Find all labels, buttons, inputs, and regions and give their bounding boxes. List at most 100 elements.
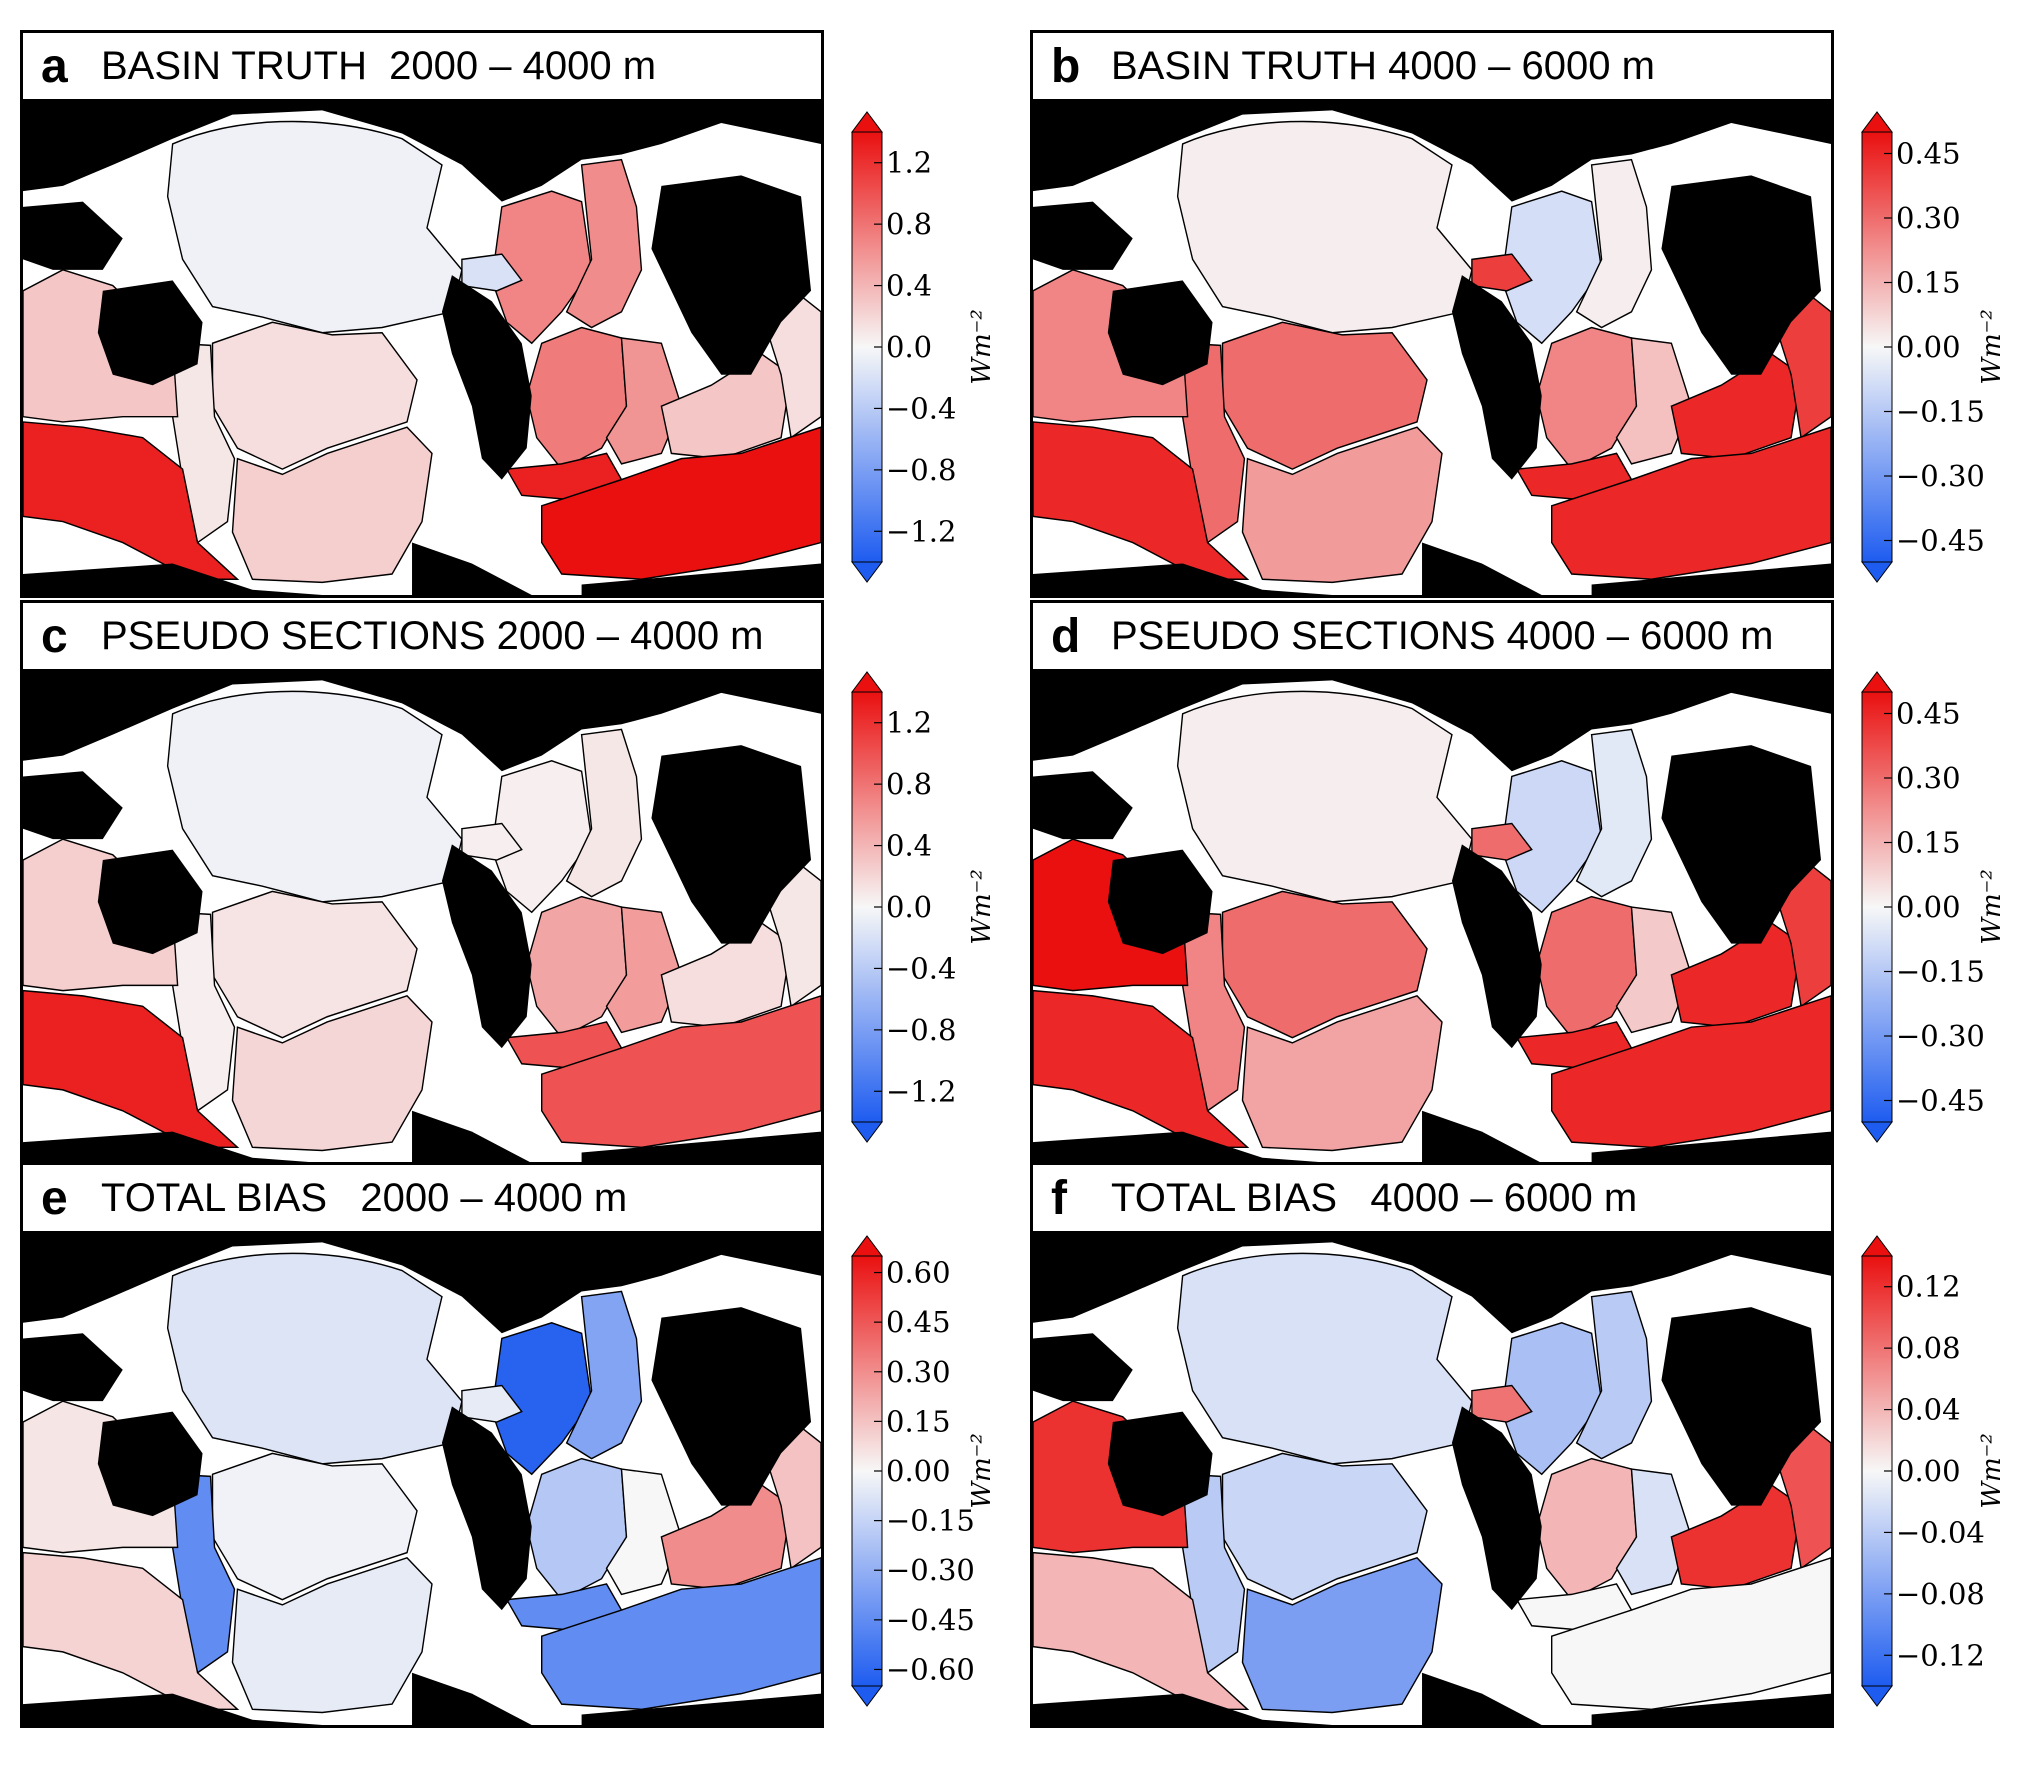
basin-aus-w	[1033, 269, 1189, 423]
colorbar-tick-label: −0.30	[1896, 459, 1985, 493]
land-mass	[1422, 1110, 1542, 1163]
basin-s-indian	[541, 995, 821, 1149]
basin-s-indian	[541, 426, 821, 581]
land-mass	[23, 771, 123, 840]
panel-c: c PSEUDO SECTIONS 2000 – 4000 m	[20, 600, 824, 1166]
land-mass	[1107, 849, 1213, 955]
basin-s-indian	[1551, 1557, 1831, 1711]
colorbar-tick-label: −0.45	[886, 1603, 975, 1637]
ocean-map	[1030, 672, 1834, 1166]
land-mass	[97, 280, 203, 386]
basin-s-atlantic-e	[605, 337, 683, 465]
colorbar-extend-max	[1861, 671, 1893, 693]
colorbar-extend-min	[851, 1685, 883, 1707]
panel-title-text: PSEUDO SECTIONS 4000 – 6000 m	[1111, 613, 1774, 658]
land-mass	[441, 1406, 532, 1611]
panel-title-text: BASIN TRUTH 4000 – 6000 m	[1111, 43, 1655, 88]
colorbar-extend-max	[851, 671, 883, 693]
panel-title-text: TOTAL BIAS 4000 – 6000 m	[1111, 1175, 1638, 1220]
ocean-map	[20, 672, 824, 1166]
colorbar-tick-label: −0.15	[1896, 955, 1985, 989]
basin-n-atlantic	[1501, 190, 1603, 345]
ocean-map	[1030, 1234, 1834, 1728]
land-mass	[1033, 1693, 1333, 1725]
land-mass	[441, 275, 532, 480]
colorbar-tick-label: −0.4	[886, 391, 956, 425]
basin-s-atlantic-e	[605, 906, 683, 1034]
basin-aus-w	[1033, 1400, 1189, 1554]
land-mass	[412, 1110, 532, 1163]
basin-caribbean	[1471, 1384, 1533, 1423]
land-mass	[1591, 1693, 1831, 1725]
colorbar-tick-label: 0.12	[1896, 1270, 1961, 1304]
basin-s-atlantic-e	[605, 1468, 683, 1596]
basin-aus-s	[23, 989, 240, 1149]
basin-n-pacific	[1176, 690, 1473, 903]
colorbar-unit-label: Wm⁻²	[967, 1433, 997, 1509]
colorbar: 0.45 0.30 0.15 0.00 −0.15 −0.30 −0.45 Wm⁻²	[1861, 111, 2022, 602]
colorbar-unit-label: Wm⁻²	[1977, 309, 2007, 385]
basin-caribbean	[461, 822, 523, 861]
basin-caribbean	[1471, 253, 1533, 292]
basin-n-atlantic	[1501, 1322, 1603, 1476]
colorbar-tick-label: 0.4	[886, 829, 932, 863]
land-mass	[1033, 771, 1133, 840]
land-mass	[23, 102, 821, 202]
colorbar-tick-label: 0.15	[1896, 826, 1961, 860]
colorbar-tick-label: 0.00	[1896, 890, 1961, 924]
land-mass	[581, 563, 821, 595]
colorbar: 0.60 0.45 0.30 0.15 0.00 −0.15 −0.30 −0.45 −0.60…	[851, 1235, 1002, 1726]
panel-title: c PSEUDO SECTIONS 2000 – 4000 m	[20, 600, 824, 672]
basin-s-pacific	[211, 890, 418, 1039]
colorbar-tick-label: 0.00	[1896, 330, 1961, 364]
panel-title-text: BASIN TRUTH 2000 – 4000 m	[101, 43, 657, 88]
basin-s-indian	[1551, 426, 1831, 581]
colorbar-tick-label: −1.2	[886, 1074, 956, 1108]
colorbar-tick-label: 0.08	[1896, 1331, 1961, 1365]
colorbar-tick-label: 0.8	[886, 767, 932, 801]
land-mass	[1033, 672, 1831, 772]
basin-n-pacific	[1176, 1252, 1473, 1465]
colorbar-tick-label: −0.30	[1896, 1019, 1985, 1053]
colorbar-unit-label: Wm⁻²	[967, 869, 997, 945]
colorbar-tick-label: 0.45	[1896, 137, 1961, 171]
panel-a: a BASIN TRUTH 2000 – 4000 m	[20, 30, 824, 598]
basin-n-pacific	[166, 1252, 463, 1465]
colorbar-tick-label: −0.8	[886, 453, 956, 487]
land-mass	[23, 1234, 821, 1334]
basin-n-atlantic	[491, 190, 593, 345]
basin-caribbean	[461, 1384, 523, 1423]
colorbar-unit-label: Wm⁻²	[967, 309, 997, 385]
colorbar-tick-label: −0.30	[886, 1553, 975, 1587]
land-mass	[651, 1307, 812, 1506]
land-mass	[1033, 102, 1831, 202]
land-mass	[1591, 1131, 1831, 1163]
colorbar-tick-label: 0.00	[886, 1454, 951, 1488]
colorbar-tick-label: 1.2	[886, 706, 932, 740]
colorbar-tick-label: 0.0	[886, 890, 932, 924]
basin-s-atlantic-e	[1615, 337, 1693, 465]
colorbar-tick-label: −0.45	[1896, 1084, 1985, 1118]
basin-aus-s	[1033, 421, 1250, 581]
basin-se-pacific	[1241, 995, 1443, 1152]
panel-letter: d	[1051, 609, 1081, 663]
colorbar-tick-label: 0.30	[886, 1355, 951, 1389]
basin-n-atlantic	[1501, 760, 1603, 914]
colorbar-tick-label: 0.60	[886, 1256, 951, 1290]
basin-n-atlantic-e	[565, 728, 643, 898]
land-mass	[1451, 275, 1542, 480]
land-mass	[1033, 1234, 1831, 1334]
colorbar-tick-label: 1.2	[886, 146, 932, 180]
panel-e: e TOTAL BIAS 2000 – 4000 m	[20, 1162, 824, 1728]
land-mass	[1033, 1131, 1333, 1163]
colorbar-tick-label: 0.30	[1896, 201, 1961, 235]
land-mass	[97, 849, 203, 955]
colorbar-tick-label: −0.60	[886, 1652, 975, 1686]
land-mass	[441, 844, 532, 1049]
land-mass	[23, 1131, 323, 1163]
basin-n-atlantic-e	[565, 1290, 643, 1460]
basin-n-pacific	[166, 120, 463, 334]
colorbar: 0.12 0.08 0.04 0.00 −0.04 −0.08 −0.12 Wm⁻²	[1861, 1235, 2022, 1726]
land-mass	[23, 201, 123, 270]
land-mass	[23, 672, 821, 772]
